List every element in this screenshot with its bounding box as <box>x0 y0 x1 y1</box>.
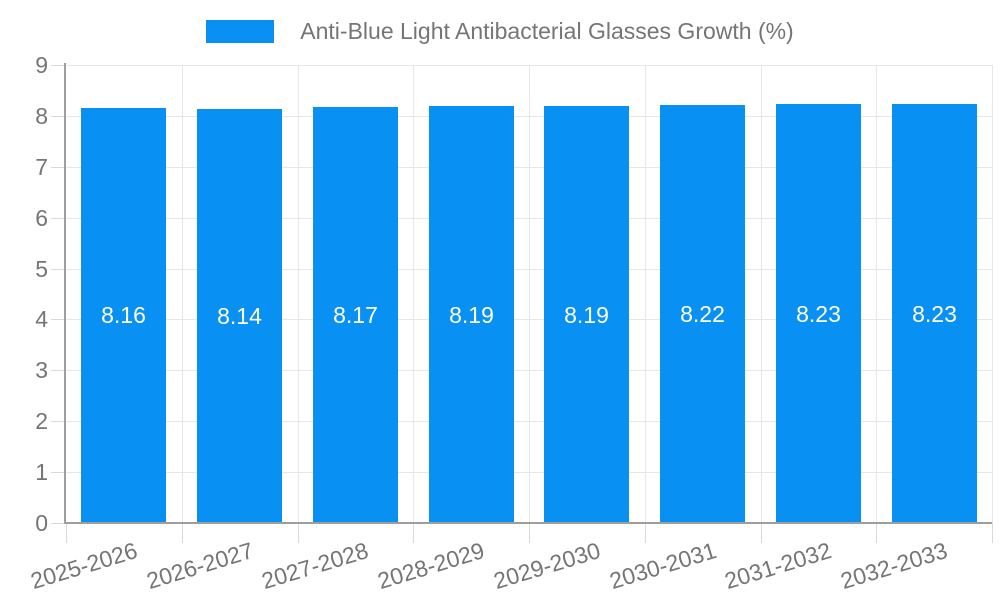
bar[interactable] <box>197 109 282 522</box>
bar[interactable] <box>81 108 166 522</box>
y-tick-label: 6 <box>35 205 48 231</box>
bar-value-label: 8.23 <box>912 301 957 327</box>
x-axis-tick <box>529 523 530 543</box>
y-tick-label: 4 <box>35 306 48 332</box>
v-gridline <box>529 65 530 523</box>
bar[interactable] <box>429 106 514 522</box>
bar-value-label: 8.19 <box>449 302 494 328</box>
x-axis-line <box>64 522 992 524</box>
v-gridline <box>645 65 646 523</box>
x-tick-label: 2031-2032 <box>721 537 835 595</box>
y-tick-label: 7 <box>35 154 48 180</box>
y-tick-label: 5 <box>35 256 48 282</box>
y-tick-label: 0 <box>35 510 48 536</box>
y-tick-label: 3 <box>35 357 48 383</box>
y-axis-tick <box>51 319 66 320</box>
x-axis-tick <box>413 523 414 543</box>
x-axis-tick <box>761 523 762 543</box>
x-tick-label: 2028-2029 <box>374 537 488 595</box>
bar-value-label: 8.14 <box>217 303 262 329</box>
bar[interactable] <box>544 106 629 522</box>
bar[interactable] <box>776 104 861 522</box>
y-axis-tick <box>51 421 66 422</box>
v-gridline <box>876 65 877 523</box>
y-axis-tick <box>51 218 66 219</box>
x-tick-label: 2029-2030 <box>490 537 604 595</box>
v-gridline <box>761 65 762 523</box>
x-axis-tick <box>645 523 646 543</box>
x-axis-tick <box>298 523 299 543</box>
y-tick-label: 8 <box>35 103 48 129</box>
x-tick-label: 2032-2033 <box>837 537 951 595</box>
v-gridline <box>992 65 993 523</box>
x-axis-tick <box>66 523 67 543</box>
bar[interactable] <box>313 107 398 522</box>
y-axis-tick <box>51 167 66 168</box>
y-tick-label: 2 <box>35 408 48 434</box>
x-tick-label: 2025-2026 <box>27 537 141 595</box>
x-axis-tick <box>876 523 877 543</box>
bar[interactable] <box>892 104 977 522</box>
y-axis-tick <box>51 116 66 117</box>
y-axis-tick <box>51 523 66 524</box>
bar-value-label: 8.16 <box>101 302 146 328</box>
legend-label: Anti-Blue Light Antibacterial Glasses Gr… <box>300 17 794 44</box>
legend-swatch <box>206 19 275 43</box>
x-tick-label: 2026-2027 <box>143 537 257 595</box>
y-axis-tick <box>51 269 66 270</box>
v-gridline <box>298 65 299 523</box>
y-axis-tick <box>51 370 66 371</box>
bar-value-label: 8.22 <box>680 301 725 327</box>
x-tick-label: 2030-2031 <box>606 537 720 595</box>
y-axis-tick <box>51 65 66 66</box>
bar-value-label: 8.19 <box>564 302 609 328</box>
bar[interactable] <box>660 105 745 522</box>
x-axis-tick <box>992 523 993 543</box>
x-tick-label: 2027-2028 <box>258 537 372 595</box>
y-tick-label: 9 <box>35 52 48 78</box>
v-gridline <box>182 65 183 523</box>
bar-value-label: 8.23 <box>796 301 841 327</box>
y-axis-tick <box>51 472 66 473</box>
y-axis-line <box>64 63 66 523</box>
bar-value-label: 8.17 <box>333 302 378 328</box>
chart-legend: Anti-Blue Light Antibacterial Glasses Gr… <box>0 17 1000 45</box>
x-axis-tick <box>182 523 183 543</box>
v-gridline <box>413 65 414 523</box>
y-tick-label: 1 <box>35 459 48 485</box>
